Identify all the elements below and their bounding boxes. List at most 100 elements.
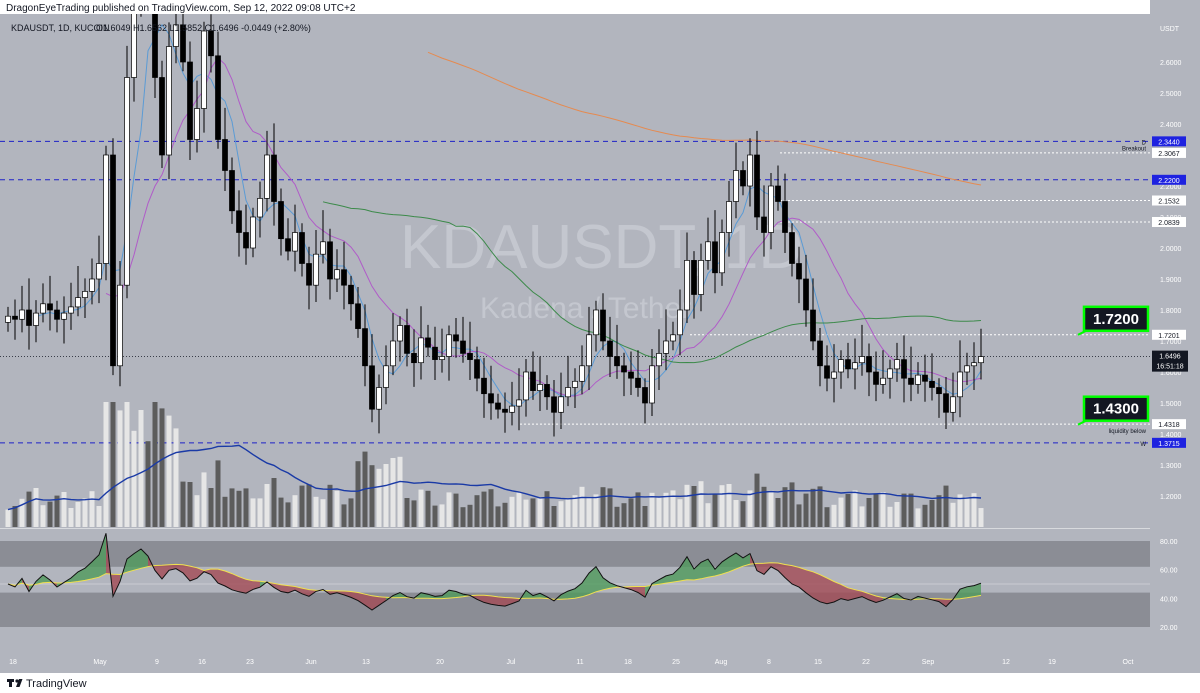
candle-body [621,365,627,373]
volume-bar [768,490,774,527]
oscillator-fill [729,552,736,572]
volume-bar [509,496,515,527]
callout-label: 1.4300 [1093,401,1139,418]
candle-body [75,297,81,308]
oscillator-tick-label: 40.00 [1160,596,1178,603]
candle-body [103,154,109,264]
volume-bar [495,506,501,527]
volume-bar [180,481,186,527]
candle-body [579,365,585,382]
candle-body [943,393,949,413]
volume-bar [901,493,907,527]
candle-body [89,278,95,292]
volume-bar [390,458,396,527]
oscillator-fill [239,576,246,594]
candles-layer [5,0,984,437]
candle-body [887,368,893,379]
volume-bar [726,484,732,527]
candle-body [152,0,158,78]
price-tick-label: 1.8000 [1160,308,1182,315]
candle-body [558,396,564,413]
volume-bar [936,495,942,527]
volume-bar [33,488,39,527]
candle-body [677,309,683,336]
volume-bar [194,495,200,527]
price-tick-label: 2.4000 [1160,122,1182,129]
volume-bar [824,507,830,527]
candle-body [544,384,550,398]
oscillator-fill [526,590,533,599]
oscillator-fill [792,565,799,588]
oscillator-fill [848,587,855,601]
candle-body [369,365,375,410]
volume-bar [285,502,291,527]
candle-body [572,380,578,388]
volume-bar [376,468,382,527]
price-tick-label: 1.9000 [1160,277,1182,284]
volume-bar [306,484,312,527]
volume-bar [12,506,18,527]
header-bar [0,0,1150,14]
candle-body [82,291,88,298]
candle-body [222,139,228,171]
volume-bar [159,408,165,527]
candle-body [516,399,522,407]
candle-body [404,325,410,354]
volume-bar [628,498,634,527]
candle-body [656,353,662,367]
volume-bar [502,502,508,527]
candle-body [474,359,480,379]
volume-bar [712,493,718,527]
candle-body [180,24,186,63]
volume-bar [47,501,53,527]
oscillator-fill [155,565,162,579]
oscillator-fill [778,563,785,578]
volume-bar [425,490,431,527]
volume-bar [131,430,137,527]
oscillator-fill [449,590,456,599]
watermark-symbol: KDAUSDT, 1D [400,213,803,282]
published-text: DragonEyeTrading published on TradingVie… [6,3,356,14]
oscillator-fill [680,556,687,581]
candle-body [761,216,767,233]
volume-bar [187,482,193,527]
candle-body [628,371,634,379]
candle-body [866,356,872,373]
volume-bar [453,493,459,527]
candle-body [614,356,620,367]
oscillator-fill [85,561,92,581]
oscillator-fill [344,590,351,598]
candle-body [740,170,746,187]
callout-label: 1.7200 [1093,311,1139,328]
candle-body [166,46,172,156]
candle-body [859,356,865,364]
price-label-box [1152,437,1186,448]
candle-body [831,371,837,379]
volume-bar [887,506,893,527]
volume-bar [117,410,123,527]
candle-body [775,185,781,202]
oscillator-fill [561,591,568,600]
candle-body [852,362,858,370]
candle-body [481,377,487,395]
volume-bar [600,487,606,527]
time-tick-label: 13 [362,659,370,666]
price-label-box [1152,329,1186,340]
volume-bar [761,486,767,527]
candle-body [796,263,802,280]
volume-bar [537,498,543,527]
volume-bar [243,488,249,527]
volume-bar [523,499,529,527]
level-marker: D [1142,140,1147,146]
candle-body [915,374,921,385]
volume-bar [474,495,480,527]
oscillator-fill [827,578,834,604]
volume-bar [544,491,550,527]
volume-bar [677,499,683,527]
volume-bar [229,488,235,527]
candle-body [285,238,291,252]
volume-bar [257,498,263,527]
oscillator-fill [225,571,232,590]
oscillator-signal-line [7,562,982,601]
